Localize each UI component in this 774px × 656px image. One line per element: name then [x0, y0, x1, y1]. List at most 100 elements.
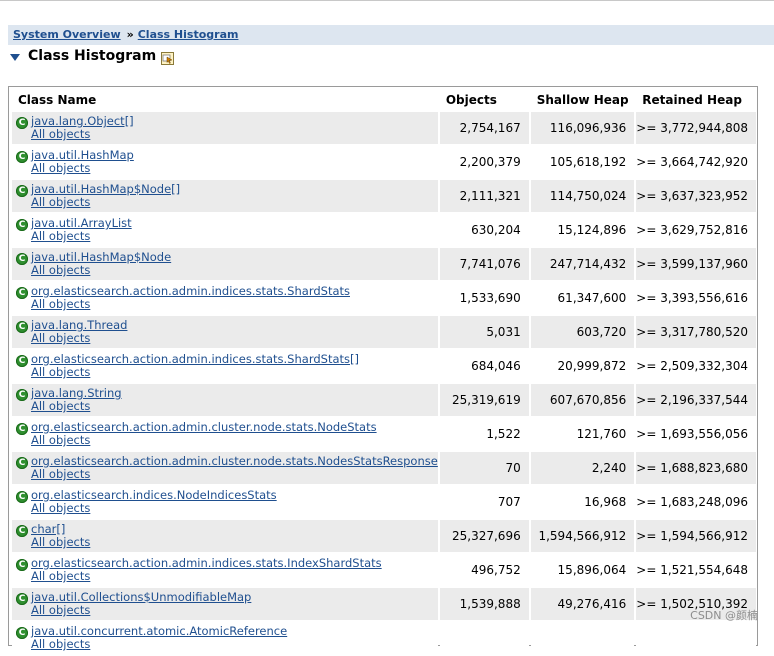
- class-name-link[interactable]: java.lang.String: [31, 386, 122, 400]
- breadcrumb-separator: »: [126, 28, 134, 41]
- all-objects-link[interactable]: All objects: [31, 331, 91, 345]
- section-heading: Class Histogram: [10, 46, 175, 66]
- retained-heap-cell: >= 3,629,752,816: [636, 214, 756, 246]
- class-icon: C: [16, 321, 28, 333]
- all-objects-link[interactable]: All objects: [31, 399, 91, 413]
- class-histogram-table: Class Name Objects Shallow Heap Retained…: [10, 88, 758, 656]
- class-name-link[interactable]: org.elasticsearch.action.admin.indices.s…: [31, 352, 359, 366]
- all-objects-link[interactable]: All objects: [31, 297, 91, 311]
- all-objects-link[interactable]: All objects: [31, 467, 91, 481]
- shallow-heap-cell: 20,999,872: [530, 350, 635, 382]
- shallow-heap-cell: 121,760: [530, 418, 635, 450]
- class-name-link[interactable]: java.util.ArrayList: [31, 216, 132, 230]
- shallow-heap-cell: 105,618,192: [530, 146, 635, 178]
- shallow-heap-cell: 247,714,432: [530, 248, 635, 280]
- retained-heap-cell: >= 3,317,780,520: [636, 316, 756, 348]
- all-objects-link[interactable]: All objects: [31, 637, 91, 651]
- class-icon: C: [16, 219, 28, 231]
- column-header-class-name[interactable]: Class Name: [18, 93, 97, 107]
- breadcrumb-system-overview[interactable]: System Overview: [13, 28, 121, 41]
- class-name-link[interactable]: java.util.concurrent.atomic.AtomicRefere…: [31, 624, 288, 638]
- class-icon: C: [16, 593, 28, 605]
- all-objects-link[interactable]: All objects: [31, 501, 91, 515]
- class-name-link[interactable]: java.util.HashMap$Node: [31, 250, 172, 264]
- class-name-link[interactable]: java.util.HashMap: [31, 148, 134, 162]
- query-icon[interactable]: [161, 50, 175, 65]
- objects-cell: 70: [439, 452, 529, 484]
- class-name-link[interactable]: org.elasticsearch.action.admin.cluster.n…: [31, 454, 438, 468]
- class-name-link[interactable]: org.elasticsearch.action.admin.cluster.n…: [31, 420, 377, 434]
- shallow-heap-cell: 1,594,566,912: [530, 520, 635, 552]
- breadcrumb-class-histogram[interactable]: Class Histogram: [137, 28, 239, 41]
- all-objects-link[interactable]: All objects: [31, 161, 91, 175]
- shallow-heap-cell: 61,347,600: [530, 282, 635, 314]
- all-objects-link[interactable]: All objects: [31, 263, 91, 277]
- class-name-link[interactable]: java.lang.Object[]: [31, 114, 134, 128]
- top-border: [0, 0, 774, 1]
- all-objects-link[interactable]: All objects: [31, 365, 91, 379]
- objects-cell: 1,522: [439, 418, 529, 450]
- all-objects-link[interactable]: All objects: [31, 229, 91, 243]
- all-objects-link[interactable]: All objects: [31, 127, 91, 141]
- shallow-heap-cell: 16,968: [530, 486, 635, 518]
- all-objects-link[interactable]: All objects: [31, 195, 91, 209]
- objects-cell: 25,327,696: [439, 520, 529, 552]
- page-title: Class Histogram: [28, 48, 157, 64]
- column-header-objects[interactable]: Objects: [445, 93, 497, 107]
- class-icon: C: [16, 287, 28, 299]
- all-objects-link[interactable]: All objects: [31, 433, 91, 447]
- objects-cell: 25,319,619: [439, 384, 529, 416]
- histogram-panel: Class Name Objects Shallow Heap Retained…: [8, 86, 758, 654]
- triangle-down-icon[interactable]: [10, 53, 20, 61]
- class-name-link[interactable]: java.util.HashMap$Node[]: [31, 182, 181, 196]
- shallow-heap-cell: 114,750,024: [530, 180, 635, 212]
- class-icon: C: [16, 253, 28, 265]
- retained-heap-cell: [636, 622, 756, 654]
- all-objects-link[interactable]: All objects: [31, 603, 91, 617]
- objects-cell: 1,533,690: [439, 282, 529, 314]
- class-name-link[interactable]: char[]: [31, 522, 66, 536]
- column-header-shallow-heap[interactable]: Shallow Heap: [536, 93, 629, 107]
- class-icon: C: [16, 355, 28, 367]
- objects-cell: [439, 622, 529, 654]
- class-name-link[interactable]: java.lang.Thread: [31, 318, 128, 332]
- class-name-link[interactable]: org.elasticsearch.action.admin.indices.s…: [31, 556, 382, 570]
- class-name-link[interactable]: org.elasticsearch.indices.NodeIndicesSta…: [31, 488, 277, 502]
- retained-heap-cell: >= 2,196,337,544: [636, 384, 756, 416]
- watermark: CSDN @颜楠: [690, 609, 758, 622]
- objects-cell: 5,031: [439, 316, 529, 348]
- column-header-retained-heap[interactable]: Retained Heap: [642, 93, 742, 107]
- all-objects-link[interactable]: All objects: [31, 569, 91, 583]
- class-name-link[interactable]: org.elasticsearch.action.admin.indices.s…: [31, 284, 350, 298]
- objects-cell: 2,111,321: [439, 180, 529, 212]
- class-name-link[interactable]: java.util.Collections$UnmodifiableMap: [31, 590, 252, 604]
- retained-heap-cell: >= 1,521,554,648: [636, 554, 756, 586]
- class-icon: C: [16, 525, 28, 537]
- all-objects-link[interactable]: All objects: [31, 535, 91, 549]
- retained-heap-cell: >= 3,599,137,960: [636, 248, 756, 280]
